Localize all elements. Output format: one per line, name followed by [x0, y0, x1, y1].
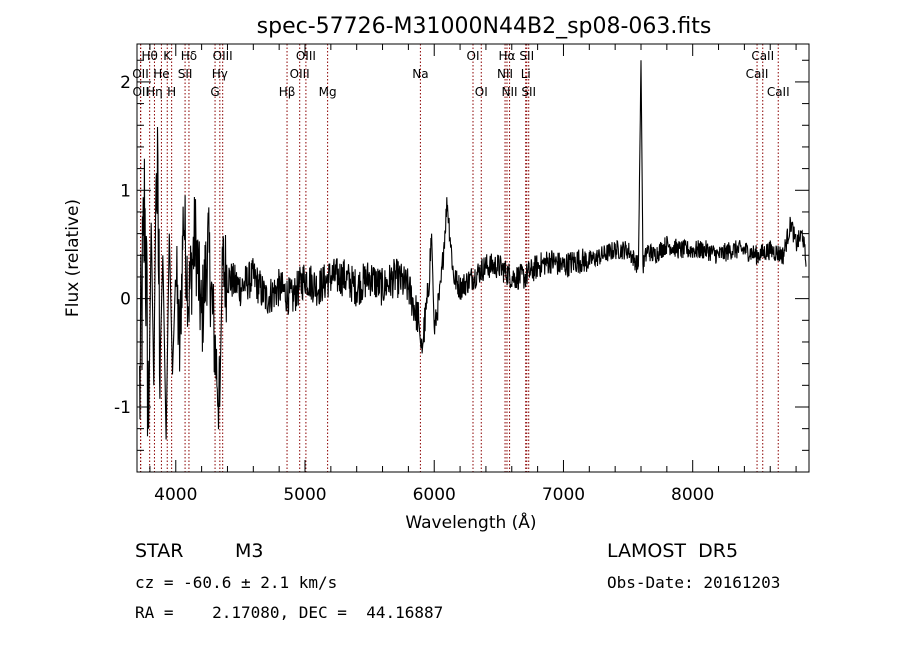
coordinates: RA = 2.17080, DEC = 44.16887 — [135, 603, 444, 622]
survey-name: LAMOST DR5 — [607, 540, 739, 562]
line-marker-label: SII — [521, 85, 536, 99]
y-tick-label: 1 — [120, 181, 131, 201]
observation-date: Obs-Date: 20161203 — [607, 573, 781, 592]
y-tick-label: -1 — [114, 398, 131, 418]
line-marker-label: K — [163, 49, 172, 63]
line-marker-label: CaII — [767, 85, 790, 99]
line-marker-label: OIII — [296, 49, 316, 63]
x-tick-label: 7000 — [542, 485, 585, 505]
line-marker-label: OII — [132, 67, 149, 81]
y-tick-label: 0 — [120, 290, 131, 310]
chart-title: spec-57726-M31000N44B2_sp08-063.fits — [257, 14, 712, 39]
line-marker-label: Hα — [499, 49, 516, 63]
line-marker-label: NII — [502, 85, 518, 99]
x-axis-ticks: 4000 5000 6000 7000 8000 — [149, 44, 797, 505]
object-subclass: M3 — [235, 540, 264, 562]
x-tick-label: 8000 — [671, 485, 714, 505]
line-marker-label: Li — [521, 67, 531, 81]
line-marker-label: He — [153, 67, 169, 81]
spectral-line-markers — [139, 44, 779, 472]
line-marker-label: Na — [412, 67, 428, 81]
line-marker-label: SII — [519, 49, 534, 63]
line-marker-label: Hθ — [141, 49, 157, 63]
plot-frame — [136, 43, 810, 473]
line-marker-label: CaII — [751, 49, 774, 63]
line-marker-label: OIII — [213, 49, 233, 63]
line-marker-label: Hδ — [181, 49, 197, 63]
line-marker-label: OIII — [290, 67, 310, 81]
line-marker-label: G — [210, 85, 219, 99]
y-tick-label: 2 — [120, 73, 131, 93]
line-marker-label: Hη — [146, 85, 163, 99]
y-axis-label: Flux (relative) — [63, 199, 83, 317]
line-marker-label: CaII — [746, 67, 769, 81]
line-marker-label: SII — [178, 67, 193, 81]
line-marker-label: OI — [475, 85, 488, 99]
y-axis-ticks: -1 0 1 2 — [114, 59, 809, 451]
line-marker-label: NII — [497, 67, 513, 81]
redshift-velocity: cz = -60.6 ± 2.1 km/s — [135, 573, 338, 592]
line-marker-label: Mg — [319, 85, 337, 99]
line-marker-label: OI — [467, 49, 480, 63]
line-marker-label: H — [167, 85, 176, 99]
spectrum-series-line — [139, 60, 807, 440]
x-axis-label: Wavelength (Å) — [405, 511, 536, 533]
x-tick-label: 4000 — [154, 485, 197, 505]
line-marker-label: Hβ — [279, 85, 296, 99]
line-marker-label: Hγ — [212, 67, 228, 81]
object-class: STAR — [135, 540, 184, 562]
x-tick-label: 5000 — [283, 485, 326, 505]
x-tick-label: 6000 — [413, 485, 456, 505]
